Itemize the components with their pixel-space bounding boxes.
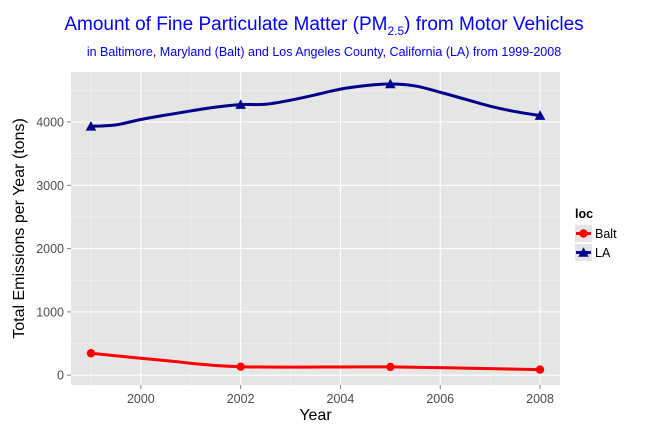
series-line-balt — [89, 351, 542, 372]
major-gridlines — [71, 72, 560, 385]
y-tick-label: 1000 — [36, 305, 64, 319]
data-point-balt — [236, 362, 245, 371]
y-tick-label: 2000 — [36, 242, 64, 256]
data-point-balt — [535, 365, 545, 374]
y-tick-label: 3000 — [36, 179, 64, 193]
legend-marker-la — [578, 247, 589, 257]
series-layer — [85, 78, 546, 374]
chart-title: Amount of Fine Particulate Matter (PM2.5… — [64, 14, 584, 38]
legend-title: loc — [575, 207, 593, 221]
legend-marker-balt — [579, 229, 588, 238]
chart-subtitle: in Baltimore, Maryland (Balt) and Los An… — [86, 45, 562, 59]
x-axis-ticks: 2000 2002 2004 2006 2008 — [127, 385, 554, 406]
x-tick-label: 2002 — [227, 392, 255, 406]
legend: loc Balt LA — [575, 207, 617, 261]
series-line-la — [89, 82, 542, 128]
y-axis-label: Total Emissions per Year (tons) — [11, 118, 28, 339]
legend-label-la: LA — [595, 246, 611, 260]
data-point-la — [85, 121, 97, 131]
y-tick-label: 4000 — [36, 116, 64, 130]
x-tick-label: 2000 — [127, 392, 155, 406]
data-point-balt — [386, 362, 395, 372]
x-tick-label: 2004 — [327, 392, 355, 406]
y-tick-label: 0 — [57, 369, 64, 383]
legend-label-balt: Balt — [595, 227, 617, 241]
x-axis-label: Year — [299, 407, 332, 424]
data-point-la — [235, 99, 246, 109]
x-tick-label: 2008 — [526, 392, 554, 406]
data-point-la — [385, 78, 396, 89]
x-tick-label: 2006 — [426, 392, 454, 406]
y-axis-ticks: 0 1000 2000 3000 4000 — [36, 116, 71, 383]
data-point-la — [534, 110, 546, 120]
plot-panel — [71, 72, 560, 385]
data-point-balt — [86, 349, 96, 358]
